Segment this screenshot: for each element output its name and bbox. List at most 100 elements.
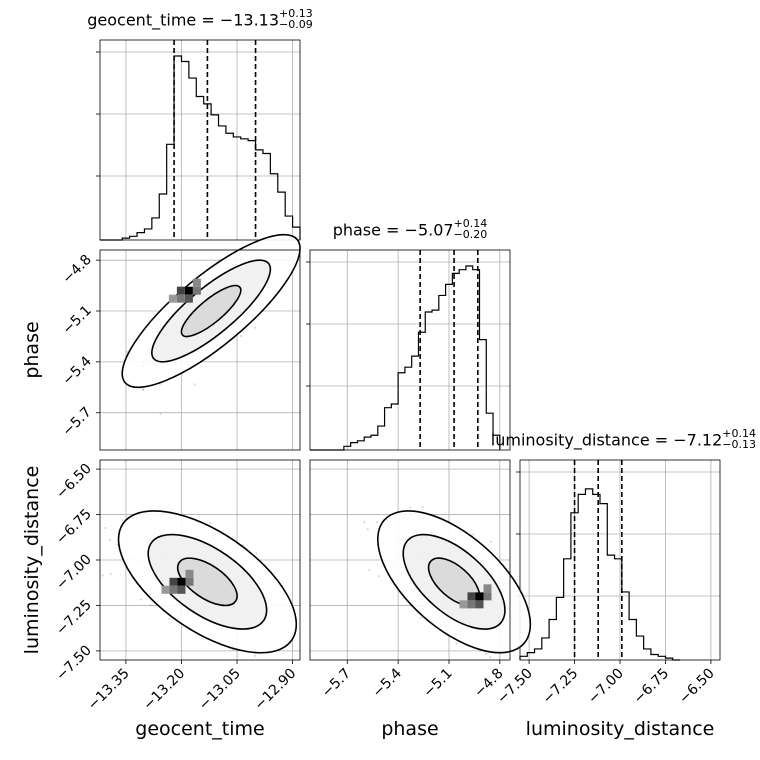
scatter-point xyxy=(363,520,366,524)
scatter-point xyxy=(108,539,111,542)
scatter-point xyxy=(149,604,152,607)
panel-title-geocent_time: geocent_time = −13.13 +0.13 −0.09 xyxy=(87,8,313,32)
density-block-joint-geocent_time-luminosity_distance-4 xyxy=(185,569,194,578)
panel-title-errors: +0.14 −0.20 xyxy=(454,218,488,240)
yaxis-label-phase: phase xyxy=(21,321,43,378)
scatter-point xyxy=(168,617,171,620)
panel-frame-hist-phase xyxy=(309,249,511,451)
scatter-point xyxy=(368,569,371,572)
ytick-label-phase-1: −5.4 xyxy=(59,353,94,388)
scatter-point xyxy=(472,533,475,536)
density-block-joint-phase-luminosity_distance-3 xyxy=(467,600,476,609)
ytick-label-luminosity_distance-4: −6.50 xyxy=(53,461,95,503)
panel-title-lower-error: −0.20 xyxy=(453,228,488,241)
yaxis-label-luminosity_distance: luminosity_distance xyxy=(21,466,43,655)
scatter-point xyxy=(254,326,257,329)
scatter-point xyxy=(253,654,257,657)
scatter-point xyxy=(409,506,412,509)
density-block-joint-geocent_time-luminosity_distance-1 xyxy=(169,577,178,586)
panel-title-upper-error: +0.14 xyxy=(453,217,488,230)
scatter-point xyxy=(142,387,145,391)
ytick-label-phase-0: −5.7 xyxy=(59,404,94,439)
density-block-joint-geocent_time-luminosity_distance-0 xyxy=(177,577,186,586)
scatter-point xyxy=(239,334,243,338)
ytick-label-luminosity_distance-1: −7.25 xyxy=(53,597,95,639)
xaxis-label-geocent_time: geocent_time xyxy=(135,718,264,740)
panel-title-phase: phase = −5.07 +0.14 −0.20 xyxy=(332,218,488,242)
panel-title-luminosity_distance: luminosity_distance = −7.12 +0.14 −0.13 xyxy=(490,428,756,452)
scatter-point xyxy=(255,552,258,555)
panel-title-errors: +0.14 −0.13 xyxy=(722,428,756,450)
density-block-joint-geocent_time-phase-4 xyxy=(192,278,201,287)
scatter-point xyxy=(455,642,458,645)
xtick-label-luminosity_distance-1: −7.25 xyxy=(540,666,582,708)
ytick-label-phase-3: −4.8 xyxy=(59,252,94,287)
density-block-joint-geocent_time-luminosity_distance-2 xyxy=(177,585,186,594)
xaxis-label-phase: phase xyxy=(381,718,438,740)
density-block-joint-geocent_time-phase-5 xyxy=(168,294,177,303)
density-block-joint-phase-luminosity_distance-4 xyxy=(483,584,492,593)
scatter-point xyxy=(104,526,107,530)
panel-title-errors: +0.13 −0.09 xyxy=(279,8,313,30)
density-block-joint-phase-luminosity_distance-2 xyxy=(475,600,484,609)
scatter-point xyxy=(489,656,492,659)
panel-frame-joint-phase-luminosity_distance xyxy=(309,459,511,661)
xtick-label-phase-1: −5.4 xyxy=(370,665,405,700)
scatter-point xyxy=(378,575,381,578)
ytick-label-luminosity_distance-0: −7.50 xyxy=(53,642,95,684)
ytick-label-phase-2: −5.1 xyxy=(59,303,94,338)
scatter-point xyxy=(484,652,488,655)
density-block-joint-geocent_time-phase-1 xyxy=(176,286,185,295)
scatter-point xyxy=(375,521,378,524)
density-block-joint-phase-luminosity_distance-1 xyxy=(467,592,476,601)
xtick-label-phase-0: −5.7 xyxy=(319,666,354,701)
scatter-point xyxy=(101,574,104,577)
panel-title-lower-error: −0.13 xyxy=(722,438,756,451)
scatter-point xyxy=(109,572,112,576)
xtick-label-phase-2: −5.1 xyxy=(420,666,455,701)
contour-joint-geocent_time-phase-99% xyxy=(180,284,242,338)
density-block-joint-geocent_time-luminosity_distance-3 xyxy=(169,585,178,594)
xtick-label-geocent_time-2: −13.05 xyxy=(196,666,244,714)
scatter-point xyxy=(139,598,143,601)
density-block-joint-phase-luminosity_distance-5 xyxy=(459,600,468,609)
scatter-point xyxy=(490,540,493,544)
panel-title-label: phase = −5.07 xyxy=(332,220,454,240)
xtick-label-geocent_time-3: −12.90 xyxy=(251,666,299,714)
panel-title-label: geocent_time = −13.13 xyxy=(87,10,280,30)
scatter-point xyxy=(159,412,162,415)
histogram-step-luminosity_distance xyxy=(519,488,680,661)
density-block-joint-geocent_time-phase-2 xyxy=(184,294,193,303)
xaxis-label-luminosity_distance: luminosity_distance xyxy=(526,718,715,740)
histogram-step-phase xyxy=(310,265,501,451)
scatter-point xyxy=(116,543,119,546)
scatter-point xyxy=(421,505,424,509)
scatter-point xyxy=(366,528,369,531)
density-block-joint-geocent_time-phase-3 xyxy=(176,294,185,303)
scatter-point xyxy=(209,522,212,525)
scatter-point xyxy=(126,350,129,353)
panel-frame-hist-geocent_time xyxy=(99,39,301,241)
xtick-label-luminosity_distance-3: −6.75 xyxy=(631,666,673,708)
xtick-label-luminosity_distance-2: −7.00 xyxy=(585,666,627,708)
density-block-joint-geocent_time-phase-0 xyxy=(184,286,193,295)
scatter-point xyxy=(419,616,422,619)
ytick-label-luminosity_distance-3: −6.75 xyxy=(53,506,95,548)
panel-title-upper-error: +0.13 xyxy=(279,7,313,20)
scatter-point xyxy=(193,383,196,386)
density-block-joint-geocent_time-phase-6 xyxy=(192,286,201,295)
ytick-label-luminosity_distance-2: −7.00 xyxy=(53,552,95,594)
panel-title-upper-error: +0.14 xyxy=(722,427,756,440)
density-block-joint-phase-luminosity_distance-6 xyxy=(483,592,492,601)
panel-frame-joint-geocent_time-phase xyxy=(99,249,301,451)
density-block-joint-geocent_time-luminosity_distance-5 xyxy=(161,585,170,594)
xtick-label-geocent_time-0: −13.35 xyxy=(85,666,133,714)
density-block-joint-phase-luminosity_distance-0 xyxy=(475,592,484,601)
density-block-joint-geocent_time-luminosity_distance-6 xyxy=(185,577,194,586)
panel-title-label: luminosity_distance = −7.12 xyxy=(490,430,723,450)
scatter-point xyxy=(141,388,145,391)
xtick-label-luminosity_distance-4: −6.50 xyxy=(676,666,718,708)
histogram-step-geocent_time xyxy=(100,55,301,241)
xtick-label-geocent_time-1: −13.20 xyxy=(140,666,188,714)
